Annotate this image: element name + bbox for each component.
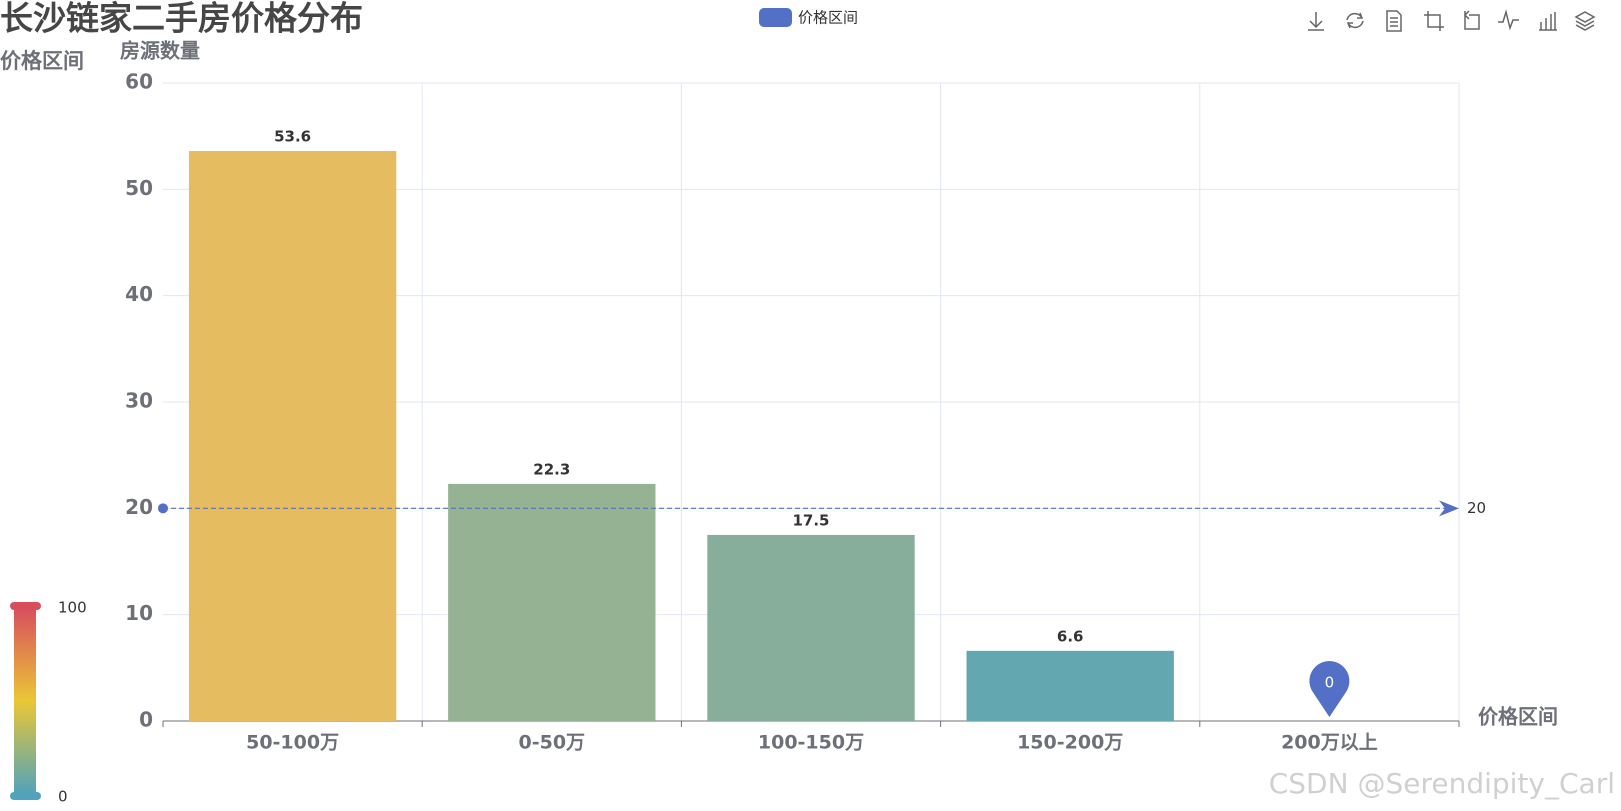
tool-stack[interactable] bbox=[1574, 11, 1596, 31]
x-tick-label: 50-100万 bbox=[246, 732, 339, 754]
chart-title: 长沙链家二手房价格分布 bbox=[0, 0, 363, 38]
bar bbox=[448, 483, 656, 721]
tool-line[interactable] bbox=[1498, 9, 1519, 31]
visual-map-handle-top bbox=[10, 602, 41, 610]
x-axis-label: 价格区间 bbox=[1478, 705, 1558, 729]
mark-line-label: 20 bbox=[1467, 499, 1486, 517]
data-label: 53.6 bbox=[274, 128, 311, 146]
mark-line-start bbox=[158, 503, 168, 514]
legend-swatch bbox=[759, 8, 792, 27]
tool-data-view[interactable] bbox=[1386, 10, 1402, 32]
mark-point-label: 0 bbox=[1325, 674, 1335, 692]
x-tick-label: 150-200万 bbox=[1017, 732, 1123, 754]
chart-subtitle: 价格区间 bbox=[0, 49, 84, 73]
bar bbox=[188, 151, 397, 721]
mark-line-arrow bbox=[1439, 500, 1459, 517]
y-tick-label: 50 bbox=[125, 176, 153, 200]
y-tick-label: 20 bbox=[125, 495, 153, 519]
legend-label: 价格区间 bbox=[798, 9, 858, 27]
visual-map-handle-bottom bbox=[10, 792, 41, 800]
y-tick-label: 10 bbox=[125, 601, 153, 625]
tool-bar[interactable] bbox=[1539, 12, 1557, 31]
y-tick-label: 60 bbox=[125, 70, 153, 94]
tool-zoom[interactable] bbox=[1424, 11, 1444, 31]
y-tick-label: 0 bbox=[139, 708, 153, 732]
mark-point bbox=[1309, 660, 1350, 717]
data-label: 17.5 bbox=[792, 511, 829, 529]
x-tick-label: 100-150万 bbox=[758, 732, 864, 754]
visual-map-min: 0 bbox=[58, 788, 68, 806]
bar bbox=[966, 650, 1174, 721]
bar bbox=[707, 534, 915, 721]
y-tick-label: 30 bbox=[125, 389, 153, 413]
toolbox[interactable] bbox=[1308, 9, 1596, 32]
x-tick-label: 200万以上 bbox=[1281, 732, 1378, 754]
data-label: 22.3 bbox=[533, 460, 570, 478]
visual-map-max: 100 bbox=[58, 599, 87, 617]
y-tick-label: 40 bbox=[125, 282, 153, 306]
data-label: 6.6 bbox=[1057, 627, 1084, 645]
x-tick-label: 0-50万 bbox=[519, 732, 586, 754]
tool-zoom-back[interactable] bbox=[1463, 10, 1480, 30]
watermark: CSDN @Serendipity_Carl bbox=[1269, 767, 1615, 800]
tool-save[interactable] bbox=[1308, 12, 1324, 31]
visual-map-bar bbox=[14, 608, 36, 794]
y-axis-label: 房源数量 bbox=[120, 39, 200, 63]
tool-restore[interactable] bbox=[1346, 12, 1364, 29]
